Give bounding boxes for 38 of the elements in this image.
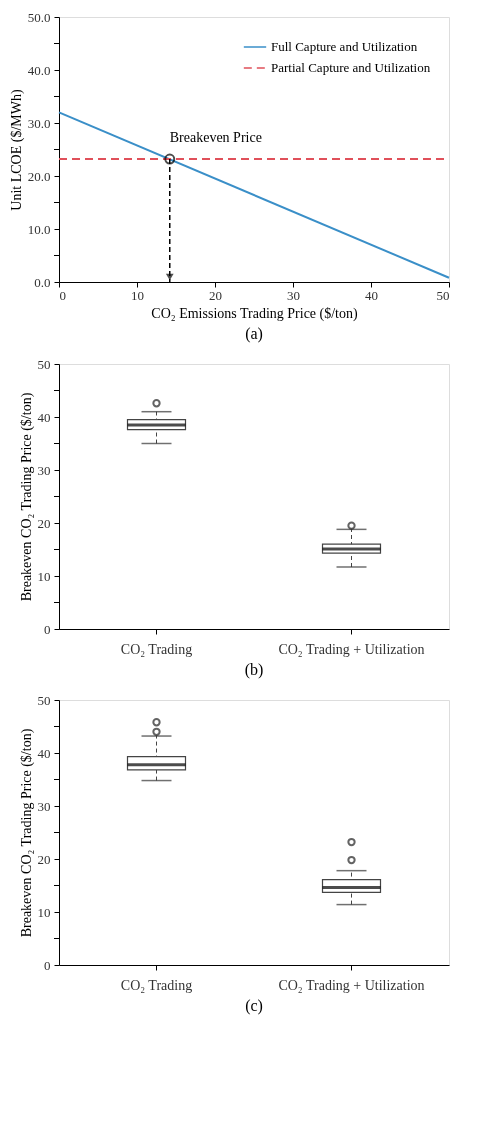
y-tick-label: 20.0 [27,168,51,184]
x-tick-label: CO₂ Trading + Utilization [278,641,425,657]
y-tick-label: 30 [37,462,51,478]
x-tick-label: 20 [209,287,222,303]
y-tick-label: 30.0 [27,115,51,131]
text: (c) [245,997,263,1015]
y-tick-label: 40 [37,745,51,761]
x-tick-label: 30 [287,287,300,303]
y-tick-label: 10 [37,568,51,584]
y-tick-label: 0 [44,621,51,637]
text: (b) [244,661,264,679]
legend-label: Full Capture and Utilization [271,39,418,54]
x-tick-label: CO₂ Trading [120,641,193,657]
y-axis-title: Unit LCOE ($/MWh) [8,89,25,211]
legend-label: Partial Capture and Utilization [271,60,431,75]
y-tick-label: 50.0 [27,9,51,25]
y-tick-label: 40.0 [27,62,51,78]
y-tick-label: 30 [37,798,51,814]
y-tick-label: 50 [37,692,51,708]
y-tick-label: 20 [37,515,51,531]
y-tick-label: 20 [37,851,51,867]
x-tick-label: CO₂ Trading [120,977,193,993]
y-tick-label: 0 [44,957,51,973]
y-tick-label: 0.0 [34,274,51,290]
text: (a) [245,325,263,343]
y-axis-title: Breakeven CO₂ Trading Price ($/ton) [18,392,35,602]
y-tick-label: 40 [37,409,51,425]
x-tick-label: 10 [131,287,144,303]
annotation: Breakeven Price [169,130,262,146]
x-tick-label: 40 [365,287,378,303]
y-tick-label: 10 [37,904,51,920]
x-tick-label: CO₂ Trading + Utilization [278,977,425,993]
x-tick-label: 0 [59,287,66,303]
x-axis-title: CO₂ Emissions Trading Price ($/ton) [151,305,358,322]
y-tick-label: 10.0 [27,221,51,237]
x-tick-label: 50 [436,287,450,303]
y-tick-label: 50 [37,356,51,372]
y-axis-title: Breakeven CO₂ Trading Price ($/ton) [18,728,35,938]
